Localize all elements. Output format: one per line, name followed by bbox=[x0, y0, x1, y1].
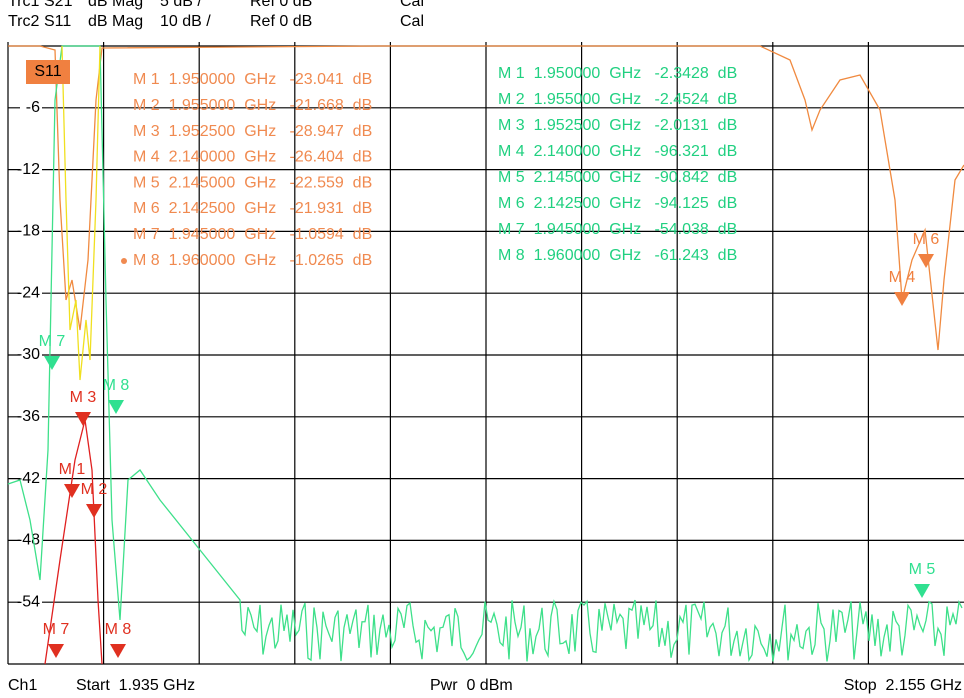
header-item: Trc2 bbox=[8, 13, 40, 30]
marker-triangle bbox=[108, 400, 124, 414]
marker-triangle bbox=[48, 644, 64, 658]
marker-triangle bbox=[918, 254, 934, 268]
marker-flag: M 2 bbox=[81, 481, 108, 498]
header-item: Cal bbox=[400, 0, 424, 10]
header-item: Cal bbox=[400, 13, 424, 30]
marker-triangle bbox=[914, 584, 930, 598]
s21-marker-row: M 3 1.952500 GHz -2.0131 dB bbox=[498, 117, 737, 134]
label-bg bbox=[20, 407, 42, 426]
s11-marker-row: M 7 1.945000 GHz -1.0594 dB bbox=[133, 226, 372, 243]
s21-marker-row: M 5 2.145000 GHz -90.842 dB bbox=[498, 169, 737, 186]
label-bg bbox=[20, 346, 42, 364]
s21-marker-row: M 2 1.955000 GHz -2.4524 dB bbox=[498, 91, 737, 108]
s21-marker-row: M 1 1.950000 GHz -2.3428 dB bbox=[498, 65, 737, 82]
marker-flag: M 3 bbox=[70, 389, 97, 406]
marker-flag: M 8 bbox=[105, 621, 132, 638]
s11-marker-row: M 3 1.952500 GHz -28.947 dB bbox=[133, 123, 372, 140]
marker-flag: M 4 bbox=[889, 269, 916, 286]
y-label: -24 bbox=[17, 284, 40, 301]
label-bg bbox=[20, 160, 42, 179]
active-dot bbox=[121, 258, 127, 264]
label-bg bbox=[20, 593, 42, 612]
s21-trace bbox=[7, 45, 963, 663]
footer-start: Start 1.935 GHz bbox=[76, 677, 195, 694]
s21-marker-row: M 6 2.142500 GHz -94.125 dB bbox=[498, 195, 737, 212]
s21-marker-row: M 7 1.945000 GHz -54.038 dB bbox=[498, 221, 737, 238]
y-label: -12 bbox=[17, 161, 40, 178]
header-item: Ref 0 dB bbox=[250, 0, 312, 10]
marker-flag: M 1 bbox=[59, 461, 86, 478]
badge bbox=[26, 60, 70, 84]
footer: Ch1 Start 1.935 GHz Pwr 0 dBm Stop 2.155 GH… bbox=[8, 677, 962, 694]
header: Trc1 S21 dB Mag 5 dB / Ref 0 dB Cal Trc2 S11 dB … bbox=[8, 0, 424, 30]
label-bg bbox=[20, 284, 42, 303]
header-item: S21 bbox=[44, 0, 73, 10]
label-bg bbox=[20, 98, 42, 117]
y-label: -18 bbox=[17, 223, 40, 240]
footer-power: Pwr 0 dBm bbox=[430, 677, 513, 694]
header-item: dB Mag bbox=[88, 0, 143, 10]
label-bg bbox=[20, 531, 42, 550]
header-item: Ref 0 dB bbox=[250, 13, 312, 30]
header-item: 5 dB / bbox=[160, 0, 202, 10]
y-label: -54 bbox=[17, 593, 40, 610]
s11-marker-row: M 8 1.960000 GHz -1.0265 dB bbox=[133, 252, 372, 269]
s11-marker-row: M 6 2.142500 GHz -21.931 dB bbox=[133, 200, 372, 217]
s11-trace bbox=[8, 45, 964, 351]
header-item: S11 bbox=[44, 13, 71, 30]
marker-triangle bbox=[110, 644, 126, 658]
marker-flags: M 7 M 8 M 3 M 1 M 2 M 7 M 8 M 5 M 4 M 6 bbox=[39, 231, 940, 658]
footer-stop: Stop 2.155 GHz bbox=[844, 677, 962, 694]
marker-triangle bbox=[894, 292, 910, 306]
label-bg bbox=[20, 222, 42, 241]
s11-marker-row: M 2 1.955000 GHz -21.668 dB bbox=[133, 97, 372, 114]
yellow-trace bbox=[61, 45, 101, 381]
y-label: -36 bbox=[17, 408, 40, 425]
y-label: -6 bbox=[26, 99, 40, 116]
marker-triangle bbox=[44, 356, 60, 370]
header-item: 10 dB / bbox=[160, 13, 211, 30]
marker-triangle bbox=[86, 504, 102, 518]
s21-marker-row: M 8 1.960000 GHz -61.243 dB bbox=[498, 247, 737, 264]
header-item: dB Mag bbox=[88, 13, 143, 30]
trace-badge: S11 bbox=[34, 63, 61, 80]
y-label: -42 bbox=[17, 470, 40, 487]
marker-flag: M 7 bbox=[43, 621, 70, 638]
marker-flag: M 7 bbox=[39, 333, 66, 350]
marker-flag: M 8 bbox=[103, 377, 130, 394]
footer-channel: Ch1 bbox=[8, 677, 37, 694]
s11-marker-row: M 5 2.145000 GHz -22.559 dB bbox=[133, 174, 372, 191]
s11-marker-row: M 4 2.140000 GHz -26.404 dB bbox=[133, 149, 372, 166]
marker-flag: M 6 bbox=[913, 231, 940, 248]
y-label: -30 bbox=[17, 346, 40, 363]
marker-lists: M 1 1.950000 GHz -23.041 dB M 2 1.955000 … bbox=[121, 65, 737, 269]
s11-marker-row: M 1 1.950000 GHz -23.041 dB bbox=[133, 71, 372, 88]
y-label: -48 bbox=[17, 532, 40, 549]
marker-flag: M 5 bbox=[909, 561, 936, 578]
s21-marker-row: M 4 2.140000 GHz -96.321 dB bbox=[498, 143, 737, 160]
header-item: Trc1 bbox=[8, 0, 40, 10]
marker-triangle bbox=[75, 412, 91, 426]
label-bg bbox=[20, 469, 42, 488]
marker-triangle bbox=[64, 484, 80, 498]
